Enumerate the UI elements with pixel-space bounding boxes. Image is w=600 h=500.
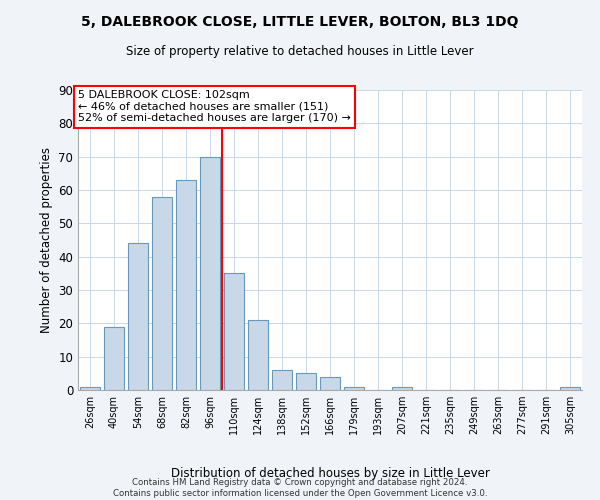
Bar: [200, 156, 220, 390]
Bar: [224, 274, 244, 390]
Bar: [320, 376, 340, 390]
Bar: [104, 326, 124, 390]
Bar: [80, 386, 100, 390]
Bar: [176, 180, 196, 390]
Text: 5 DALEBROOK CLOSE: 102sqm
← 46% of detached houses are smaller (151)
52% of semi: 5 DALEBROOK CLOSE: 102sqm ← 46% of detac…: [78, 90, 351, 123]
Text: Size of property relative to detached houses in Little Lever: Size of property relative to detached ho…: [126, 45, 474, 58]
Bar: [128, 244, 148, 390]
Bar: [248, 320, 268, 390]
Bar: [392, 386, 412, 390]
Bar: [152, 196, 172, 390]
Text: Contains HM Land Registry data © Crown copyright and database right 2024.
Contai: Contains HM Land Registry data © Crown c…: [113, 478, 487, 498]
Bar: [344, 386, 364, 390]
Text: 5, DALEBROOK CLOSE, LITTLE LEVER, BOLTON, BL3 1DQ: 5, DALEBROOK CLOSE, LITTLE LEVER, BOLTON…: [81, 15, 519, 29]
Bar: [296, 374, 316, 390]
Bar: [272, 370, 292, 390]
Text: Distribution of detached houses by size in Little Lever: Distribution of detached houses by size …: [170, 467, 490, 480]
Bar: [560, 386, 580, 390]
Y-axis label: Number of detached properties: Number of detached properties: [40, 147, 53, 333]
